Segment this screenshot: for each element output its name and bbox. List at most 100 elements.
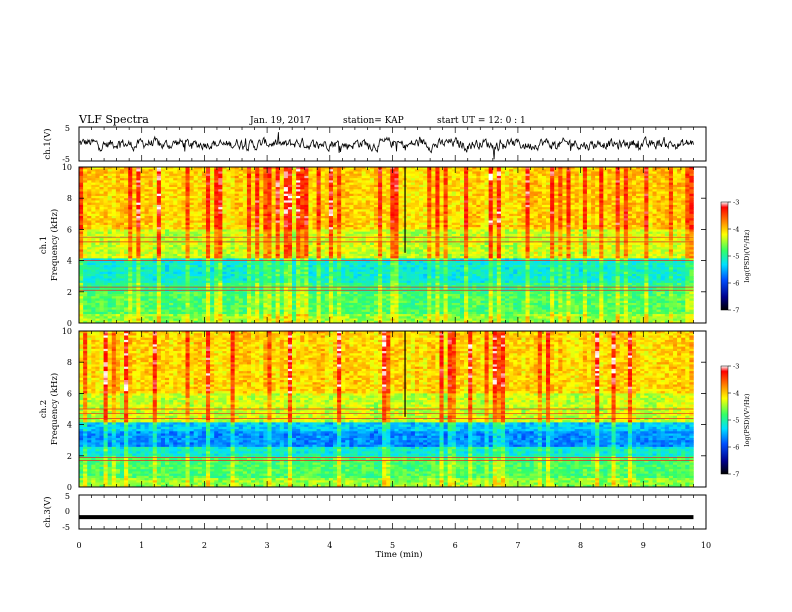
spectrogram-cell xyxy=(292,238,297,241)
spectrogram-cell xyxy=(484,184,489,188)
spectrogram-cell xyxy=(394,189,399,192)
spectrogram-cell xyxy=(181,209,186,212)
spectrogram-cell xyxy=(218,169,223,172)
spectrogram-cell xyxy=(197,238,203,241)
spectrogram-cell xyxy=(640,207,645,210)
spectrogram-cell xyxy=(300,207,305,210)
spectrogram-cell xyxy=(672,178,678,181)
spectrogram-cell xyxy=(451,213,457,217)
spectrogram-cell xyxy=(496,216,502,219)
spectrogram-cell xyxy=(181,193,186,197)
spectrogram-cell xyxy=(656,184,661,188)
spectrogram-cell xyxy=(246,195,252,199)
spectrogram-cell xyxy=(271,198,276,201)
spectrogram-cell xyxy=(345,231,350,235)
spectrogram-cell xyxy=(574,218,580,221)
spectrogram-cell xyxy=(398,195,403,199)
spectrogram-cell xyxy=(619,207,625,210)
spectrogram-cell xyxy=(185,204,190,208)
spectrogram-cell xyxy=(517,213,522,217)
spectrogram-cell xyxy=(443,220,448,224)
spectrogram-cell xyxy=(275,211,281,215)
spectrogram-cell xyxy=(599,175,604,179)
spectrogram-cell xyxy=(476,224,481,228)
spectrogram-cell xyxy=(267,238,272,241)
spectrogram-cell xyxy=(107,169,113,172)
spectrogram-cell xyxy=(464,193,469,197)
spectrogram-cell xyxy=(181,204,186,208)
spectrogram-cell xyxy=(619,231,625,235)
spectrogram-cell xyxy=(545,169,551,172)
spectrogram-cell xyxy=(365,175,371,179)
spectrogram-cell xyxy=(148,189,154,192)
spectrogram-cell xyxy=(599,224,604,228)
spectrogram-cell xyxy=(373,187,379,190)
spectrogram-cell xyxy=(107,178,113,181)
spectrogram-cell xyxy=(566,213,571,217)
spectrogram-cell xyxy=(292,204,297,208)
spectrogram-cell xyxy=(656,189,661,192)
spectrogram-cell xyxy=(173,178,178,181)
spectrogram-cell xyxy=(681,218,686,221)
spectrogram-cell xyxy=(156,184,162,188)
spectrogram-cell xyxy=(292,200,297,203)
spectrogram-cell xyxy=(337,211,342,215)
spectrogram-cell xyxy=(386,178,391,181)
spectrogram-cell xyxy=(472,233,477,237)
spectrogram-cell xyxy=(672,213,678,217)
spectrogram-cell xyxy=(255,233,260,237)
spectrogram-cell xyxy=(185,180,190,183)
spectrogram-cell xyxy=(177,191,182,195)
spectrogram-cell xyxy=(443,224,448,228)
spectrogram-cell xyxy=(537,198,543,201)
spectrogram-cell xyxy=(87,231,92,235)
spectrogram-cell xyxy=(570,211,575,215)
spectrogram-cell xyxy=(656,231,661,235)
spectrogram-cell xyxy=(361,167,367,170)
spectrogram-cell xyxy=(591,180,596,183)
spectrogram-cell xyxy=(87,171,92,174)
spectrogram-cell xyxy=(537,180,543,183)
spectrogram-cell xyxy=(455,209,461,212)
spectrogram-cell xyxy=(128,231,133,235)
spectrogram-cell xyxy=(611,169,616,172)
spectrogram-cell xyxy=(599,182,604,186)
spectrogram-cell xyxy=(103,238,108,241)
spectrogram-cell xyxy=(394,224,399,228)
spectrogram-cell xyxy=(337,220,342,224)
spectrogram-cell xyxy=(636,202,641,206)
spectrogram-cell xyxy=(672,204,678,208)
spectrogram-cell xyxy=(500,222,506,226)
spectrogram-cell xyxy=(632,178,637,181)
spectrogram-cell xyxy=(431,218,436,221)
spectrogram-cell xyxy=(611,178,616,181)
spectrogram-cell xyxy=(599,180,604,183)
spectrogram-cell xyxy=(169,169,174,172)
spectrogram-cell xyxy=(353,187,358,190)
spectrogram-cell xyxy=(263,180,268,183)
spectrogram-cell xyxy=(128,211,133,215)
spectrogram-cell xyxy=(234,222,240,226)
spectrogram-cell xyxy=(148,209,154,212)
spectrogram-cell xyxy=(439,167,444,170)
spectrogram-cell xyxy=(316,180,321,183)
spectrogram-cell xyxy=(595,216,600,219)
spectrogram-cell xyxy=(263,231,268,235)
spectrogram-cell xyxy=(316,187,321,190)
spectrogram-cell xyxy=(267,220,272,224)
spectrogram-cell xyxy=(132,171,137,174)
spectrogram-cell xyxy=(357,195,362,199)
spectrogram-cell xyxy=(513,178,518,181)
spectrogram-cell xyxy=(419,167,424,170)
spectrogram-cell xyxy=(455,224,461,228)
spectrogram-cell xyxy=(287,209,293,212)
spectrogram-cell xyxy=(439,200,444,203)
spectrogram-cell xyxy=(484,195,489,199)
spectrogram-cell xyxy=(332,169,338,172)
spectrogram-cell xyxy=(296,173,301,177)
spectrogram-cell xyxy=(226,220,231,224)
spectrogram-cell xyxy=(488,184,494,188)
spectrogram-cell xyxy=(275,216,281,219)
spectrogram-cell xyxy=(79,169,84,172)
spectrogram-cell xyxy=(357,184,362,188)
